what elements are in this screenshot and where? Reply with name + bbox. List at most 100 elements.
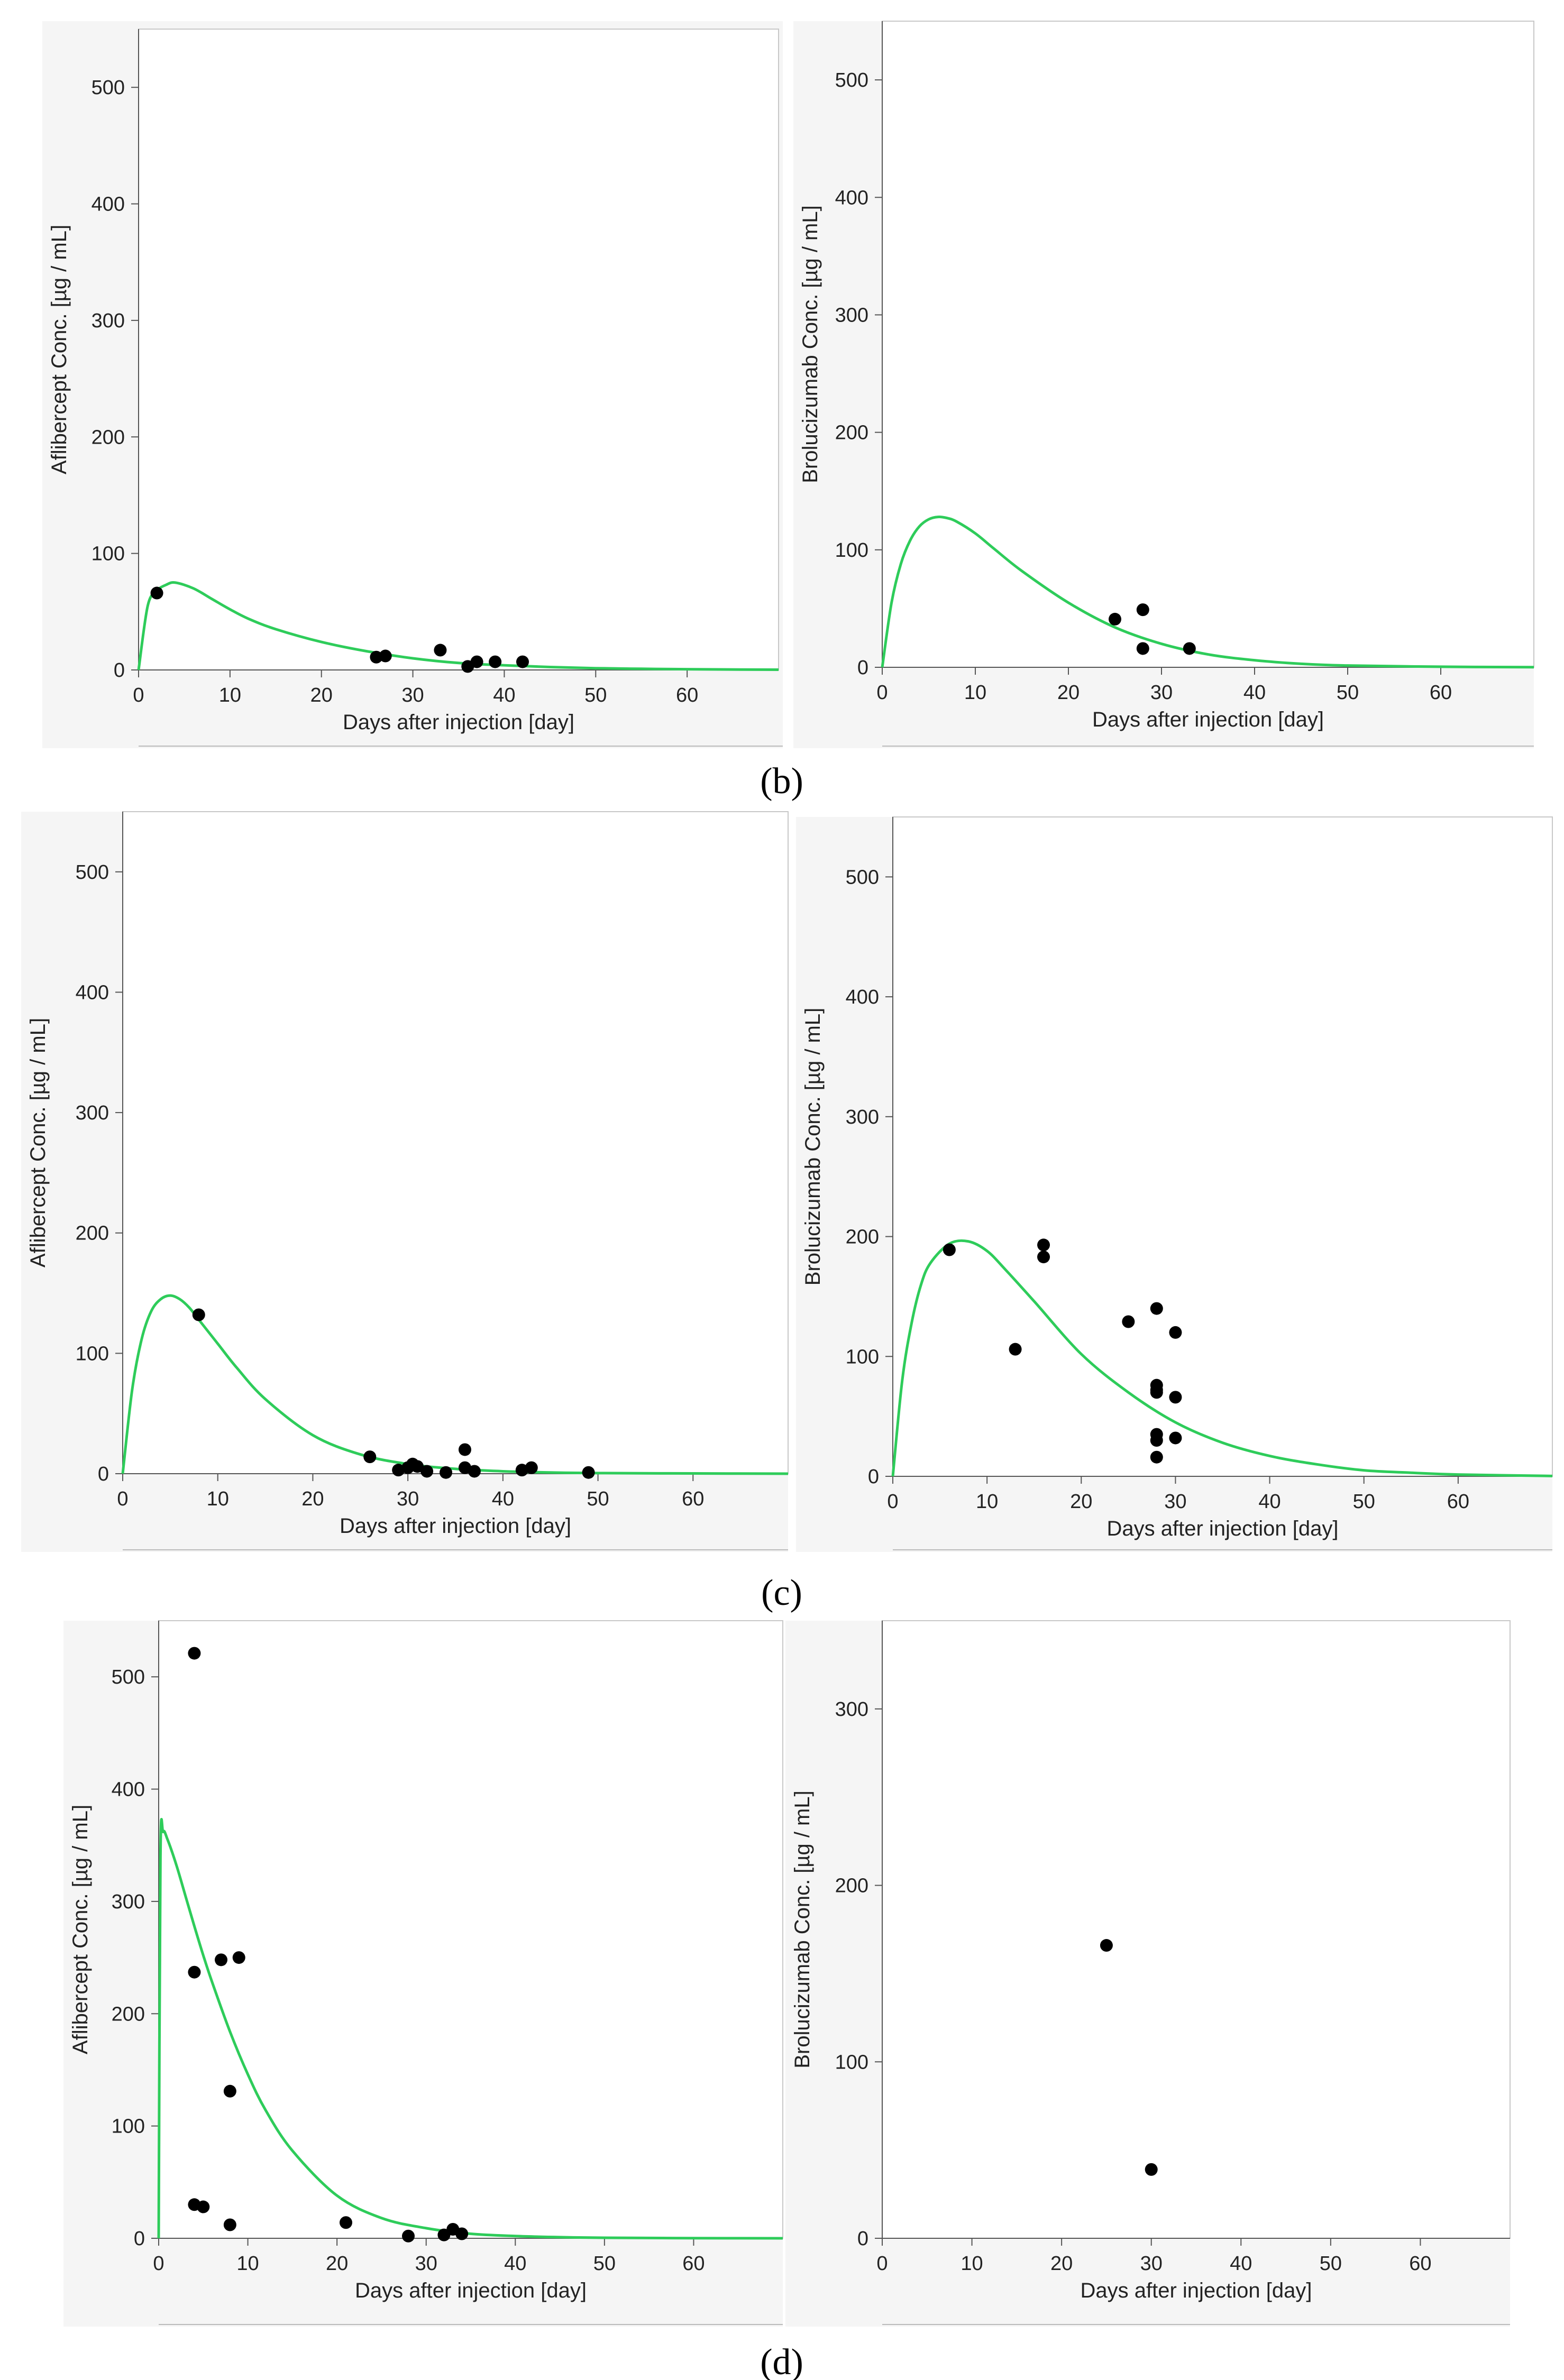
data-point xyxy=(188,1647,201,1660)
x-tick-label: 40 xyxy=(1243,682,1266,704)
x-tick-label: 50 xyxy=(584,684,607,706)
y-tick-label: 400 xyxy=(835,187,868,209)
x-tick-label: 30 xyxy=(415,2253,437,2275)
y-tick-label: 0 xyxy=(114,659,125,682)
y-tick-label: 400 xyxy=(92,194,125,216)
y-tick-label: 300 xyxy=(835,1698,868,1721)
data-point xyxy=(197,2200,210,2213)
y-tick-label: 100 xyxy=(846,1346,879,1368)
data-point xyxy=(455,2227,469,2240)
data-point xyxy=(1169,1431,1182,1445)
data-point xyxy=(440,1466,453,1479)
y-axis-label: Brolucizumab Conc. [µg / mL] xyxy=(801,1008,825,1285)
y-axis-label: Aflibercept Conc. [µg / mL] xyxy=(26,1018,50,1267)
x-tick-label: 10 xyxy=(236,2253,259,2275)
caption-c: (c) xyxy=(761,1573,802,1613)
x-tick-label: 30 xyxy=(397,1488,419,1510)
data-point xyxy=(1100,1939,1113,1952)
y-tick-label: 100 xyxy=(835,539,868,562)
x-tick-label: 20 xyxy=(326,2253,348,2275)
x-tick-label: 0 xyxy=(133,684,144,706)
caption-d: (d) xyxy=(760,2342,803,2380)
y-tick-label: 0 xyxy=(134,2228,145,2250)
x-tick-label: 40 xyxy=(1258,1491,1281,1513)
data-point xyxy=(489,655,502,668)
y-tick-label: 200 xyxy=(846,1226,879,1248)
x-axis-label: Days after injection [day] xyxy=(355,2279,587,2302)
data-point xyxy=(1150,1433,1163,1447)
data-point xyxy=(1136,603,1149,617)
y-tick-label: 400 xyxy=(112,1779,145,1801)
data-point xyxy=(150,586,163,600)
plot-area xyxy=(138,29,779,670)
data-point xyxy=(1037,1238,1050,1252)
y-tick-label: 500 xyxy=(92,77,125,99)
x-axis-label: Days after injection [day] xyxy=(1107,1517,1339,1540)
x-tick-label: 60 xyxy=(1430,682,1452,704)
plot-area xyxy=(882,1620,1511,2239)
chart-c-aflibercept: 0 10 20 30 40 50 60 0 100 200 300 400 500 Days after … xyxy=(21,811,789,1552)
y-tick-label: 200 xyxy=(92,426,125,448)
data-point xyxy=(232,1951,245,1964)
data-point xyxy=(1183,642,1196,655)
y-axis-label: Brolucizumab Conc. [µg / mL] xyxy=(799,205,822,483)
y-tick-label: 0 xyxy=(857,657,868,679)
x-tick-label: 30 xyxy=(1150,682,1173,704)
data-point xyxy=(1150,1450,1163,1464)
data-point xyxy=(458,1461,471,1474)
chart-d-aflibercept: 0 10 20 30 40 50 60 0 100 200 300 400 500 Days after … xyxy=(63,1620,783,2327)
x-axis-label: Days after injection [day] xyxy=(1081,2279,1312,2302)
x-tick-label: 40 xyxy=(1230,2253,1252,2275)
data-point xyxy=(1150,1383,1163,1396)
plot-area xyxy=(122,811,789,1474)
x-tick-label: 40 xyxy=(504,2253,526,2275)
model-curve-line xyxy=(137,581,779,672)
y-tick-label: 200 xyxy=(112,2003,145,2025)
x-tick-label: 0 xyxy=(876,2253,888,2275)
x-tick-label: 60 xyxy=(676,684,698,706)
x-axis-label: Days after injection [day] xyxy=(1092,708,1324,731)
x-tick-label: 50 xyxy=(1353,1491,1375,1513)
x-tick-label: 20 xyxy=(1050,2253,1073,2275)
y-tick-label: 500 xyxy=(846,866,879,888)
y-tick-label: 500 xyxy=(112,1666,145,1688)
y-tick-label: 300 xyxy=(846,1106,879,1128)
data-point xyxy=(223,2218,236,2231)
y-tick-label: 100 xyxy=(835,2051,868,2073)
data-point xyxy=(458,1443,471,1456)
y-tick-label: 200 xyxy=(835,1875,868,1897)
data-point xyxy=(392,1464,405,1477)
y-tick-label: 200 xyxy=(835,422,868,444)
data-point xyxy=(516,655,529,668)
x-tick-label: 60 xyxy=(682,1488,704,1510)
x-tick-label: 40 xyxy=(492,1488,514,1510)
x-tick-label: 20 xyxy=(301,1488,324,1510)
y-tick-label: 100 xyxy=(112,2116,145,2138)
x-tick-label: 50 xyxy=(1320,2253,1342,2275)
data-point xyxy=(515,1464,528,1477)
y-tick-label: 0 xyxy=(857,2228,868,2250)
y-tick-label: 400 xyxy=(76,981,109,1004)
x-tick-label: 10 xyxy=(976,1491,998,1513)
chart-b-aflibercept: 0 10 20 30 40 50 60 0 100 200 300 400 500 Days after … xyxy=(42,21,783,748)
x-tick-label: 0 xyxy=(117,1488,128,1510)
x-tick-label: 10 xyxy=(219,684,241,706)
x-tick-label: 60 xyxy=(1447,1491,1469,1513)
caption-b: (b) xyxy=(760,761,803,802)
data-point xyxy=(470,655,483,668)
data-point xyxy=(1150,1302,1163,1315)
data-point xyxy=(215,1953,227,1967)
x-tick-label: 0 xyxy=(887,1491,898,1513)
y-axis-label: Aflibercept Conc. [µg / mL] xyxy=(69,1805,92,2054)
y-axis-label: Aflibercept Conc. [µg / mL] xyxy=(48,225,71,474)
y-tick-label: 0 xyxy=(868,1466,879,1488)
data-point xyxy=(402,2229,415,2243)
data-point xyxy=(340,2216,352,2229)
data-point xyxy=(1037,1251,1050,1264)
data-point xyxy=(188,1965,201,1979)
data-point xyxy=(943,1243,956,1256)
plot-area xyxy=(158,1620,783,2239)
data-point xyxy=(223,2084,236,2098)
data-point xyxy=(468,1465,481,1478)
